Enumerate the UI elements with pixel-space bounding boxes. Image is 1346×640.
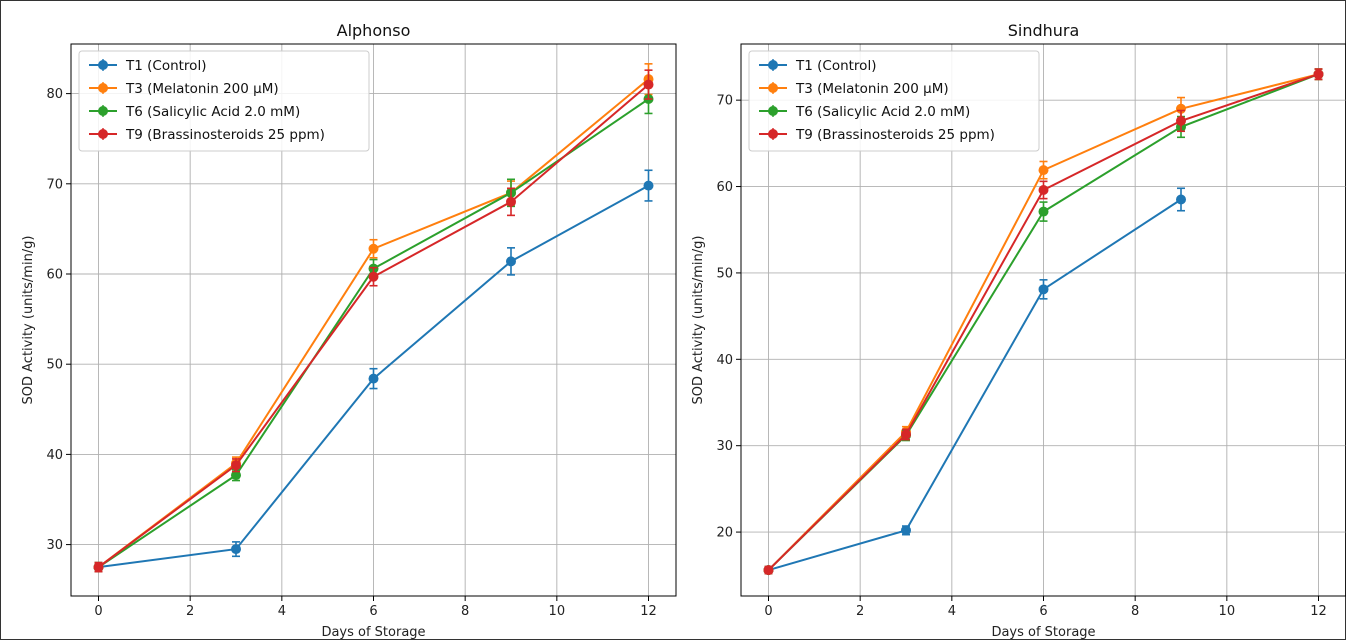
x-tick-label: 0 <box>94 604 102 619</box>
x-tick-label: 4 <box>278 604 286 619</box>
y-axis-label: SOD Activity (units/min/g) <box>691 235 706 404</box>
x-tick-label: 12 <box>1310 604 1327 619</box>
data-point <box>1313 69 1324 80</box>
x-tick-label: 10 <box>549 604 566 619</box>
data-point <box>231 460 241 471</box>
legend-swatch-marker <box>768 60 778 70</box>
x-tick-label: 2 <box>186 604 194 619</box>
legend-box <box>748 50 1040 152</box>
series-4 <box>763 68 1324 576</box>
chart-title: Alphonso <box>337 21 411 40</box>
series-1 <box>763 187 1186 576</box>
chart-panel-1: 0 2 4 6 8 10 12 30 40 50 60 70 80 Alphonso Days of Sto… <box>21 21 677 640</box>
series-4 <box>93 69 654 573</box>
x-tick-label: 12 <box>640 604 657 619</box>
data-point <box>643 79 654 90</box>
y-tick-label: 70 <box>46 177 63 192</box>
legend-swatch-marker <box>768 83 778 93</box>
x-tick-label: 4 <box>948 604 956 619</box>
y-tick-label: 40 <box>46 448 63 463</box>
y-tick-label: 50 <box>46 358 63 373</box>
data-point <box>1176 194 1186 205</box>
chart-title: Sindhura <box>1008 21 1080 40</box>
legend: T1 (Control) T3 (Melatonin 200 μM) T6 (Sal… <box>78 50 370 152</box>
data-point <box>901 429 911 440</box>
legend-swatch-marker <box>98 83 108 93</box>
data-point <box>901 525 911 536</box>
data-point <box>368 373 379 384</box>
data-point <box>1038 206 1049 217</box>
legend-label: T1 (Control) <box>795 58 876 74</box>
data-point <box>368 271 379 282</box>
data-point <box>93 562 104 573</box>
data-point <box>1038 165 1049 176</box>
x-axis-label: Days of Storage <box>991 625 1095 640</box>
legend-label: T3 (Melatonin 200 μM) <box>795 81 949 97</box>
data-point <box>231 544 241 555</box>
legend-label: T3 (Melatonin 200 μM) <box>125 81 279 97</box>
y-tick-label: 60 <box>46 268 63 283</box>
data-point <box>231 470 241 481</box>
x-tick-label: 8 <box>461 604 469 619</box>
data-point <box>763 565 774 576</box>
x-tick-label: 0 <box>764 604 772 619</box>
legend: T1 (Control) T3 (Melatonin 200 μM) T6 (Sal… <box>748 50 1040 152</box>
legend-box <box>78 50 370 152</box>
data-point <box>368 243 379 254</box>
y-axis-label: SOD Activity (units/min/g) <box>21 235 36 404</box>
legend-swatch-marker <box>98 129 108 139</box>
data-point <box>506 196 516 207</box>
legend-label: T9 (Brassinosteroids 25 ppm) <box>125 127 325 143</box>
y-tick-label: 20 <box>716 526 733 541</box>
x-tick-label: 8 <box>1131 604 1139 619</box>
legend-swatch-marker <box>98 106 108 116</box>
y-tick-label: 40 <box>716 353 733 368</box>
data-point <box>1038 284 1049 295</box>
x-tick-label: 2 <box>856 604 864 619</box>
y-tick-label: 80 <box>46 87 63 102</box>
legend-label: T9 (Brassinosteroids 25 ppm) <box>795 127 995 143</box>
x-tick-label: 6 <box>369 604 377 619</box>
legend-swatch-marker <box>768 106 778 116</box>
y-tick-label: 30 <box>716 439 733 454</box>
chart-panel-2: 0 2 4 6 8 10 12 20 30 40 50 60 70 Sindhura Days of Sto… <box>691 21 1346 640</box>
x-tick-label: 6 <box>1039 604 1047 619</box>
x-tick-label: 10 <box>1219 604 1236 619</box>
legend-swatch-marker <box>98 60 108 70</box>
y-tick-label: 30 <box>46 538 63 553</box>
y-tick-label: 70 <box>716 94 733 109</box>
data-point <box>643 180 654 191</box>
series-line <box>768 198 1182 572</box>
legend-label: T1 (Control) <box>125 58 206 74</box>
x-axis-label: Days of Storage <box>321 625 425 640</box>
legend-label: T6 (Salicylic Acid 2.0 mM) <box>125 104 300 120</box>
y-tick-label: 60 <box>716 180 733 195</box>
data-point <box>1038 184 1049 195</box>
data-point <box>506 256 516 267</box>
data-point <box>1176 115 1186 126</box>
legend-label: T6 (Salicylic Acid 2.0 mM) <box>795 104 970 120</box>
legend-swatch-marker <box>768 129 778 139</box>
y-tick-label: 50 <box>716 266 733 281</box>
